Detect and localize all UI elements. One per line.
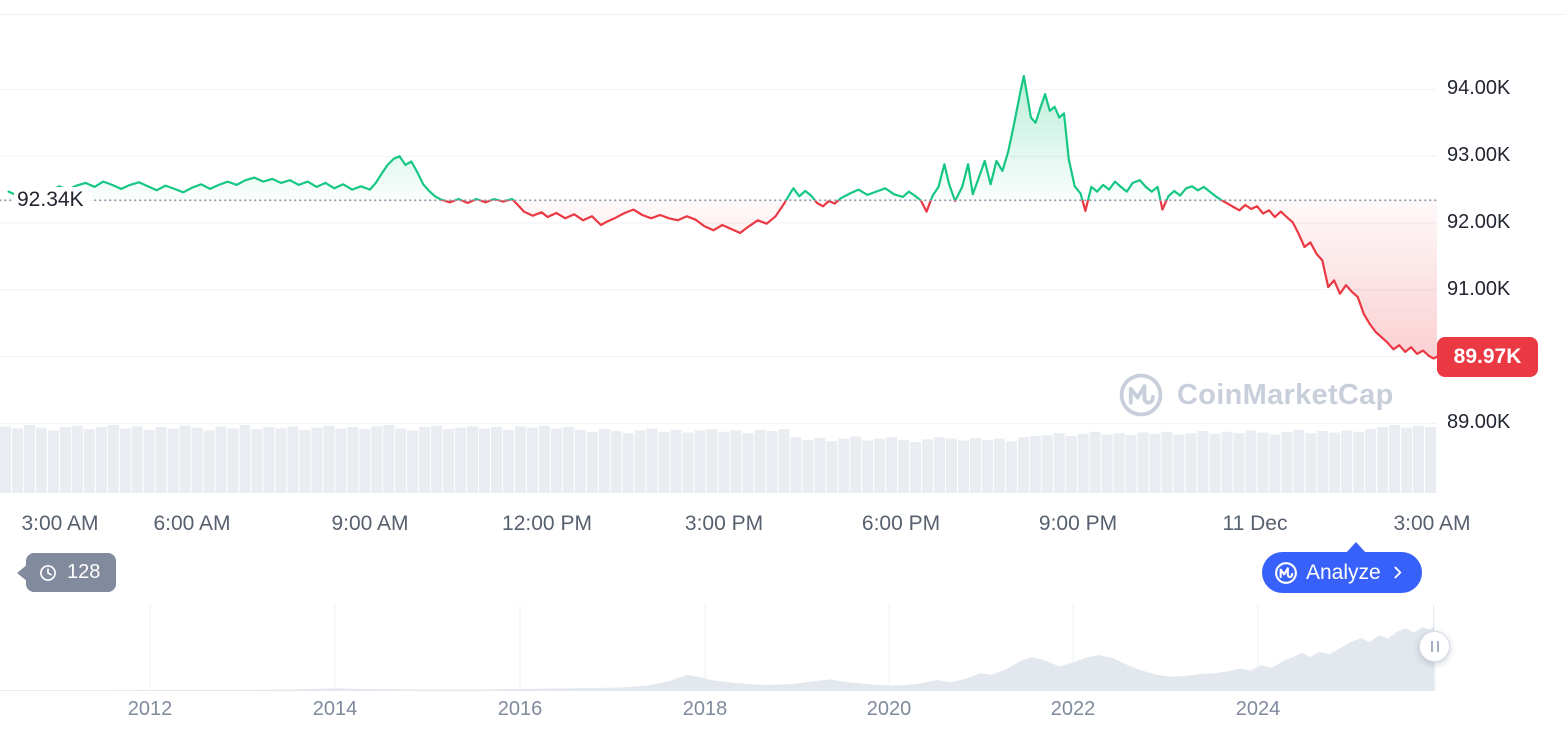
history-count: 128 (67, 561, 101, 583)
x-axis-label: 11 Dec (1222, 512, 1288, 535)
analyze-logo-icon (1275, 561, 1297, 584)
year-label: 2016 (497, 698, 543, 720)
year-label: 2014 (312, 698, 358, 720)
timeline-year-axis: 2012 2014 2016 2018 2020 2022 2024 (0, 698, 1566, 724)
x-axis: 3:00 AM 6:00 AM 9:00 AM 12:00 PM 3:00 PM 6:00… (0, 512, 1566, 542)
year-label: 2020 (866, 698, 912, 720)
analyze-tooltip-arrow (1346, 542, 1366, 553)
y-axis-label: 93.00K (1447, 144, 1511, 167)
year-label: 2018 (682, 698, 728, 720)
watermark-text: CoinMarketCap (1177, 378, 1394, 411)
y-axis-label: 91.00K (1447, 277, 1511, 300)
timeline-chart[interactable] (0, 605, 1449, 691)
price-chart[interactable] (0, 0, 1438, 497)
x-axis-label: 3:00 PM (684, 512, 764, 535)
handle-grip-icon (1430, 641, 1433, 652)
chevron-right-icon (1394, 566, 1401, 579)
handle-grip-icon (1436, 641, 1439, 652)
analyze-label: Analyze (1306, 560, 1381, 584)
x-axis-label: 12:00 PM (502, 512, 592, 535)
year-label: 2022 (1050, 698, 1096, 720)
chart-top-border (0, 14, 1566, 15)
x-axis-label: 6:00 AM (153, 512, 231, 535)
timeline-scrubber[interactable] (0, 605, 1449, 691)
y-axis: 94.00K 93.00K 92.00K 91.00K 89.00K (1437, 0, 1566, 497)
analyze-button[interactable]: Analyze (1262, 542, 1422, 593)
y-axis-label: 94.00K (1447, 77, 1511, 100)
year-label: 2024 (1235, 698, 1281, 720)
current-price-badge: 89.97K (1437, 337, 1538, 377)
baseline-price-label: 92.34K (14, 187, 91, 213)
x-axis-label: 3:00 AM (1393, 512, 1471, 535)
x-axis-label: 9:00 AM (331, 512, 409, 535)
y-axis-label: 92.00K (1447, 211, 1511, 233)
history-count-badge[interactable]: 128 (26, 553, 117, 592)
y-axis-label: 89.00K (1447, 411, 1511, 434)
x-axis-label: 3:00 AM (21, 512, 99, 535)
coinmarketcap-logo-icon (1119, 373, 1163, 417)
x-axis-label: 9:00 PM (1038, 512, 1118, 535)
main-chart-container[interactable] (0, 0, 1438, 497)
x-axis-label: 6:00 PM (861, 512, 941, 535)
watermark: CoinMarketCap (1118, 372, 1394, 418)
timeline-handle[interactable] (1419, 631, 1450, 662)
history-clock-icon (40, 564, 56, 581)
year-label: 2012 (127, 698, 173, 720)
